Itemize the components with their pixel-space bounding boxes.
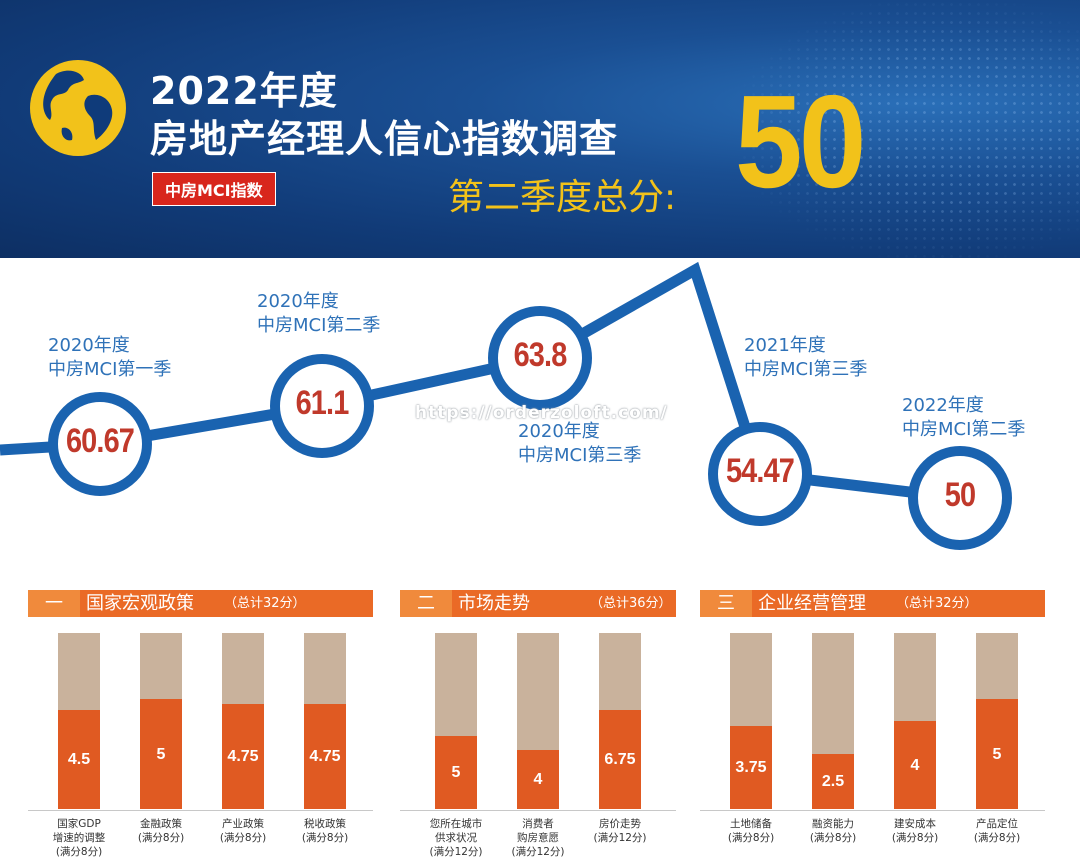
data-point-label: 2020年度中房MCI第一季 (48, 334, 171, 382)
panel-number: 三 (700, 590, 752, 617)
bar-max-background: 2.5 (812, 633, 854, 809)
bar-value (222, 704, 264, 809)
data-point-year: 2022年度 (902, 395, 984, 416)
data-point-label: 2022年度中房MCI第二季 (902, 394, 1025, 442)
quarter-score-label: 第二季度总分: (448, 177, 677, 218)
bar-category-label: 国家GDP 增速的调整 (满分8分) (52, 818, 106, 858)
bar-value-label: 6.75 (604, 751, 636, 768)
panel-market-trend: 二市场走势 （总计36分） 5 您所在城市 供求状况 (满分12分) 4 消费者 购房意愿… (400, 590, 676, 863)
bar-max-background: 4.5 (58, 633, 100, 809)
bar-value (304, 704, 346, 809)
panel-header: 三企业经营管理 （总计32分） (700, 590, 1045, 617)
data-point-label: 2020年度中房MCI第三季 (518, 420, 641, 468)
bar-category-label: 您所在城市 供求状况 (满分12分) (429, 818, 483, 858)
bar-max-background: 3.75 (730, 633, 772, 809)
panel-baseline (700, 810, 1045, 811)
bar-max-background: 4 (894, 633, 936, 809)
bar-value (58, 710, 100, 809)
bar-category-label: 房价走势 (满分12分) (593, 818, 647, 844)
total-score: 50 (735, 68, 866, 215)
bar-max-background: 5 (435, 633, 477, 809)
data-point-year: 2020年度 (48, 335, 130, 356)
panel-number: 二 (400, 590, 452, 617)
data-point-quarter: 中房MCI第二季 (257, 315, 381, 336)
bar-value-label: 4 (533, 771, 543, 788)
data-point-label: 2020年度中房MCI第二季 (257, 290, 380, 338)
data-point-label: 2021年度中房MCI第三季 (744, 334, 867, 382)
world-map-graphic (740, 0, 1080, 258)
bar-category-label: 金融政策 (满分8分) (137, 818, 185, 844)
banner-year: 2022年度 (150, 69, 338, 113)
bar-max-background: 4.75 (304, 633, 346, 809)
bar-value-label: 4.5 (67, 751, 91, 768)
bar-category-label: 税收政策 (满分8分) (301, 818, 349, 844)
mci-trend-chart (0, 261, 1012, 550)
bar-category-label: 产业政策 (满分8分) (219, 818, 267, 844)
bar-category-label: 建安成本 (满分8分) (891, 818, 939, 844)
data-point-marker (708, 422, 812, 526)
panel-baseline (400, 810, 676, 811)
bar-value-label: 4.75 (309, 748, 341, 765)
data-point-value: 50 (944, 476, 976, 514)
panel-title: 市场走势 (458, 593, 530, 614)
panel-header: 一国家宏观政策 （总计32分） (28, 590, 373, 617)
data-point-year: 2020年度 (518, 421, 600, 442)
index-tag: 中房MCI指数 (152, 172, 276, 206)
bar-value-label: 5 (992, 746, 1002, 763)
bar-max-background: 4.75 (222, 633, 264, 809)
panel-number: 一 (28, 590, 80, 617)
bar-max-background: 5 (140, 633, 182, 809)
bar-value (517, 750, 559, 809)
banner-title: 房地产经理人信心指数调查 (150, 117, 619, 161)
bar-value (435, 736, 477, 809)
data-point-quarter: 中房MCI第一季 (48, 359, 172, 380)
bar-value (599, 710, 641, 809)
bar-category-label: 土地储备 (满分8分) (727, 818, 775, 844)
panel-baseline (28, 810, 373, 811)
data-point-quarter: 中房MCI第二季 (902, 419, 1026, 440)
data-point-value: 54.47 (725, 452, 795, 490)
data-point-value: 61.1 (295, 384, 350, 422)
bar-category-label: 融资能力 (满分8分) (809, 818, 857, 844)
bar-category-label: 消费者 购房意愿 (满分12分) (511, 818, 565, 858)
bar-value-label: 4.75 (227, 748, 259, 765)
bar-value (140, 699, 182, 809)
data-point-marker (488, 306, 592, 410)
panel-title: 国家宏观政策 (86, 593, 194, 614)
data-point-marker (48, 392, 152, 496)
bar-value-label: 4 (910, 757, 920, 774)
data-point-year: 2021年度 (744, 335, 826, 356)
bar-value (894, 721, 936, 809)
data-point-value: 60.67 (65, 422, 135, 460)
globe-icon (30, 60, 126, 156)
panel-total: （总计32分） (224, 596, 306, 611)
data-point-year: 2020年度 (257, 291, 339, 312)
data-point-quarter: 中房MCI第三季 (744, 359, 868, 380)
panel-header: 二市场走势 （总计36分） (400, 590, 676, 617)
bar-max-background: 5 (976, 633, 1018, 809)
bar-value (730, 726, 772, 809)
bar-max-background: 6.75 (599, 633, 641, 809)
bar-value-label: 5 (451, 764, 461, 781)
data-point-quarter: 中房MCI第三季 (518, 445, 642, 466)
bar-value-label: 2.5 (821, 773, 845, 790)
bar-value-label: 5 (156, 746, 166, 763)
panel-title: 企业经营管理 (758, 593, 866, 614)
bar-value (812, 754, 854, 809)
panel-total: （总计36分） (590, 596, 672, 611)
data-point-marker (270, 354, 374, 458)
panel-total: （总计32分） (896, 596, 978, 611)
data-point-value: 63.8 (513, 336, 568, 374)
data-point-marker (908, 446, 1012, 550)
header-banner: 2022年度 房地产经理人信心指数调查 中房MCI指数 第二季度总分: 50 (0, 0, 1080, 258)
watermark-url: https://orderzoloft.com/ (415, 403, 668, 423)
bar-max-background: 4 (517, 633, 559, 809)
panel-macro-policy: 一国家宏观政策 （总计32分） 4.5 国家GDP 增速的调整 (满分8分) 5 金融政策… (28, 590, 373, 863)
bar-value-label: 3.75 (735, 759, 767, 776)
bar-value (976, 699, 1018, 809)
panel-business-management: 三企业经营管理 （总计32分） 3.75 土地储备 (满分8分) 2.5 融资能力 (满分… (700, 590, 1045, 863)
bar-category-label: 产品定位 (满分8分) (973, 818, 1021, 844)
